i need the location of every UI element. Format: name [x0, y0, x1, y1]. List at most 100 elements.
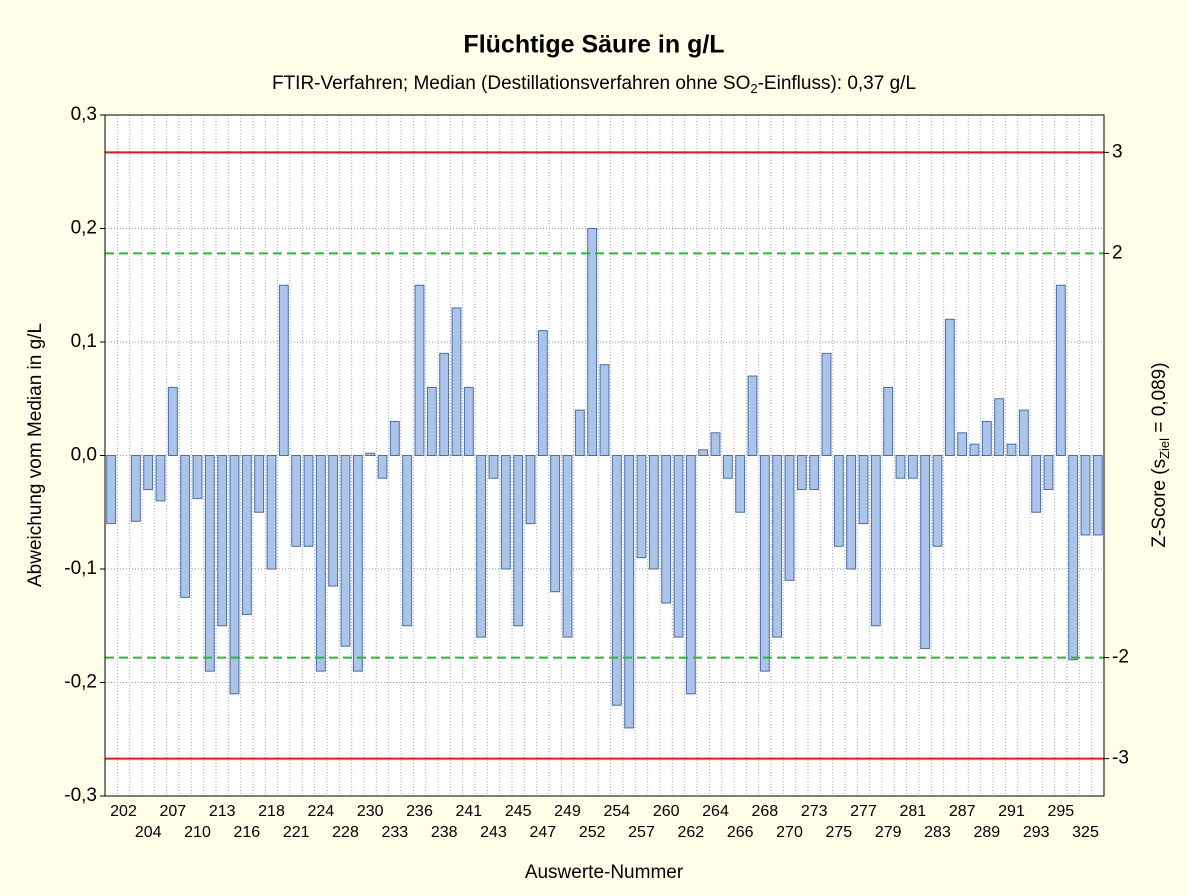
chart-subtitle: FTIR-Verfahren; Median (Destillationsver…	[272, 73, 916, 96]
bar	[451, 307, 462, 457]
bar	[747, 375, 758, 456]
x-tick-label: 241	[455, 803, 482, 820]
x-tick-label: 245	[505, 803, 532, 820]
bar	[303, 455, 314, 547]
bar	[291, 455, 302, 547]
x-tick-label: 291	[998, 803, 1025, 820]
bar	[192, 455, 203, 500]
bar	[1080, 455, 1091, 536]
x-tick-label: 228	[332, 824, 359, 841]
x-tick-label: 262	[677, 824, 704, 841]
bar	[1092, 455, 1103, 536]
y2-label-part: Z-Score (s	[1149, 459, 1170, 548]
bar	[587, 228, 598, 456]
bar	[821, 352, 832, 457]
y-tick-label: 0,1	[71, 331, 97, 352]
bar	[167, 386, 178, 456]
bar	[574, 409, 585, 457]
bar	[377, 455, 388, 479]
bar	[130, 455, 141, 522]
x-tick-label: 252	[579, 824, 606, 841]
x-tick-label: 270	[776, 824, 803, 841]
x-tick-label: 283	[924, 824, 951, 841]
y-tick-label: -0,2	[64, 672, 97, 693]
x-tick-label: 202	[110, 803, 137, 820]
bar	[550, 455, 561, 593]
x-tick-label: 224	[307, 803, 334, 820]
bar	[624, 455, 635, 729]
x-tick-label: 233	[381, 824, 408, 841]
x-tick-label: 295	[1047, 803, 1074, 820]
x-tick-label: 325	[1072, 824, 1099, 841]
bar	[180, 455, 191, 598]
x-tick-label: 289	[973, 824, 1000, 841]
bar	[266, 455, 277, 570]
x-tick-label: 230	[357, 803, 384, 820]
x-tick-label: 277	[850, 803, 877, 820]
x-tick-label: 216	[233, 824, 260, 841]
x-tick-label: 213	[209, 803, 236, 820]
bar	[278, 284, 289, 456]
bar	[611, 455, 622, 706]
bar	[759, 455, 770, 672]
x-tick-label: 236	[406, 803, 433, 820]
bar	[1068, 455, 1079, 661]
x-tick-label: 264	[702, 803, 729, 820]
x-tick-label: 254	[603, 803, 630, 820]
x-tick-label: 218	[258, 803, 285, 820]
subtitle-part: FTIR-Verfahren; Median (Destillationsver…	[272, 73, 750, 94]
x-tick-label: 243	[480, 824, 507, 841]
x-tick-label: 207	[159, 803, 186, 820]
x-tick-label: 279	[875, 824, 902, 841]
bar	[981, 420, 992, 457]
bar	[957, 432, 968, 456]
bar	[229, 455, 240, 695]
y2-label-part: = 0,089)	[1149, 362, 1170, 438]
bar	[217, 455, 228, 627]
x-tick-label: 238	[431, 824, 458, 841]
x-tick-label: 210	[184, 824, 211, 841]
x-tick-label: 273	[801, 803, 828, 820]
bar	[340, 455, 351, 647]
bar	[365, 452, 376, 457]
bar	[710, 432, 721, 456]
subtitle-part: -Einfluss): 0,37 g/L	[758, 73, 916, 94]
y-tick-label: -0,1	[64, 558, 97, 579]
bar	[1055, 284, 1066, 456]
y2-tick-label: -2	[1112, 647, 1129, 668]
bar	[722, 455, 733, 479]
bar	[846, 455, 857, 570]
bar	[1006, 443, 1017, 456]
y2-tick-label: 2	[1112, 242, 1123, 263]
x-tick-label: 275	[825, 824, 852, 841]
y-tick-label: 0,2	[71, 218, 97, 239]
bar	[907, 455, 918, 479]
bar	[796, 455, 807, 491]
y2-tick-label: 3	[1112, 141, 1123, 162]
bar	[833, 455, 844, 547]
bar	[772, 455, 783, 638]
x-tick-label: 287	[949, 803, 976, 820]
x-axis-label: Auswerte-Nummer	[525, 862, 684, 883]
x-tick-label: 204	[135, 824, 162, 841]
y2-tick-label: -3	[1112, 748, 1129, 769]
bar	[920, 455, 931, 649]
bar	[488, 455, 499, 479]
bar	[698, 449, 709, 457]
bar	[809, 455, 820, 491]
bar	[994, 398, 1005, 456]
y2-axis-label: Z-Score (sZiel = 0,089)	[1149, 362, 1172, 547]
bar	[636, 455, 647, 559]
bar	[426, 386, 437, 456]
x-tick-label: 257	[628, 824, 655, 841]
bar	[476, 455, 487, 638]
bar	[932, 455, 943, 547]
x-tick-label: 281	[899, 803, 926, 820]
bar	[525, 455, 536, 525]
bar	[254, 455, 265, 513]
bar	[661, 455, 672, 604]
bar	[883, 386, 894, 456]
x-tick-label: 266	[727, 824, 754, 841]
bar	[402, 455, 413, 627]
